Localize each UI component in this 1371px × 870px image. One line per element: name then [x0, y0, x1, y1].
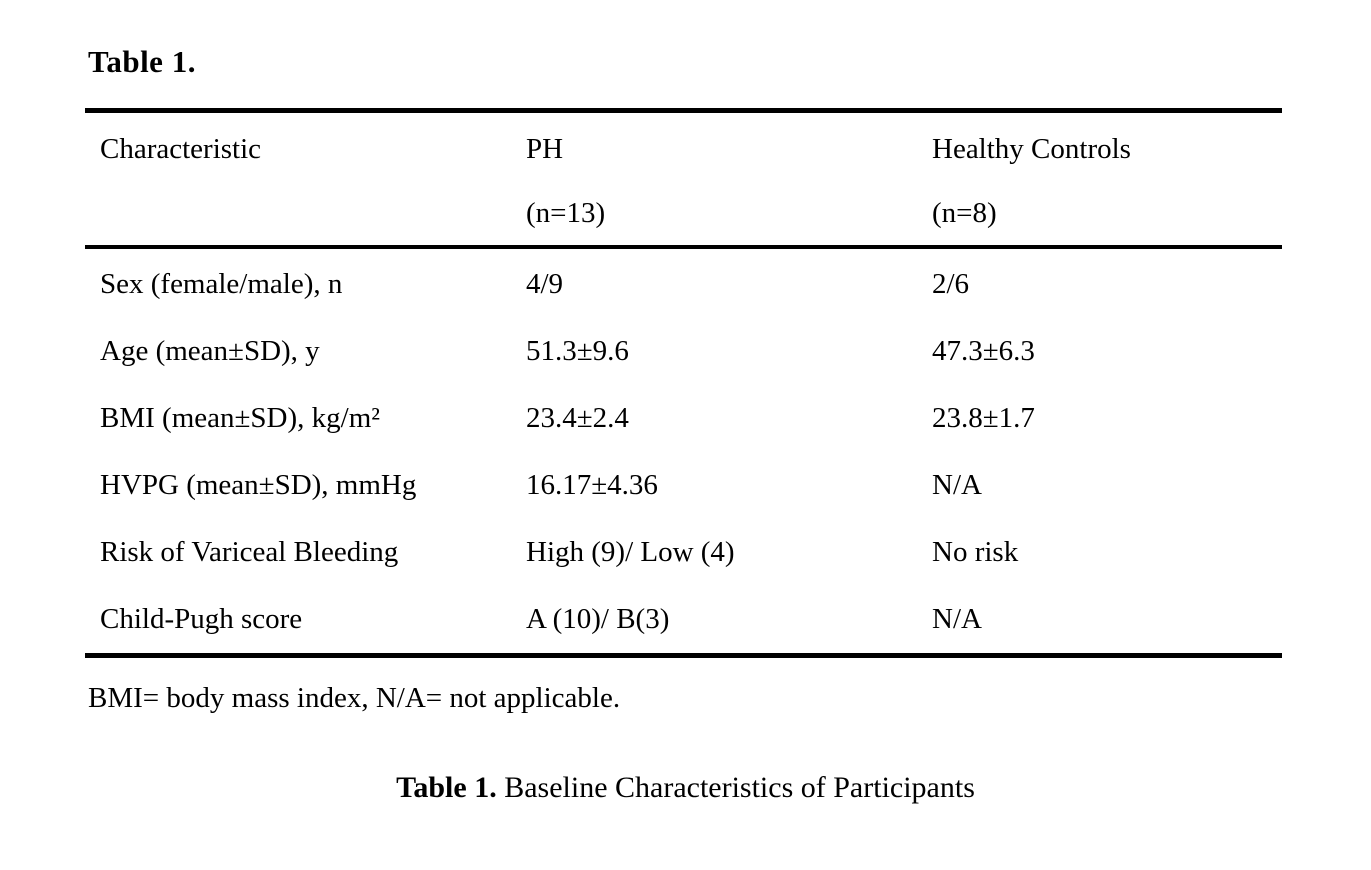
table-row-age: Age (mean±SD), y 51.3±9.6 47.3±6.3 — [85, 318, 1282, 385]
column-header-characteristic-subtitle — [100, 181, 526, 245]
column-header-healthy-controls-n: (n=8) — [932, 197, 997, 229]
column-header-characteristic: Characteristic — [100, 133, 262, 165]
row-label: Age (mean±SD), y — [100, 335, 320, 367]
header-col-ph: PH (n=13) — [526, 117, 932, 245]
row-label: Sex (female/male), n — [100, 268, 343, 300]
table-row-bmi: BMI (mean±SD), kg/m² 23.4±2.4 23.8±1.7 — [85, 385, 1282, 452]
table-footnote: BMI= body mass index, N/A= not applicabl… — [88, 682, 621, 714]
table-header-row: Characteristic PH (n=13) Healthy Control… — [85, 113, 1282, 249]
cell-control-value: 47.3±6.3 — [932, 335, 1035, 367]
cell-ph-value: A (10)/ B(3) — [526, 603, 670, 635]
row-label: Child-Pugh score — [100, 603, 303, 635]
column-header-ph: PH — [526, 133, 564, 165]
table-caption-number: Table 1. — [396, 771, 497, 804]
cell-control-value: No risk — [932, 536, 1019, 568]
column-header-ph-n: (n=13) — [526, 197, 606, 229]
row-label: Risk of Variceal Bleeding — [100, 536, 399, 568]
row-label: BMI (mean±SD), kg/m² — [100, 402, 380, 434]
table-row-sex: Sex (female/male), n 4/9 2/6 — [85, 251, 1282, 318]
row-label: HVPG (mean±SD), mmHg — [100, 469, 417, 501]
cell-control-value: 2/6 — [932, 268, 970, 300]
header-col-characteristic: Characteristic — [85, 117, 526, 245]
table-body: Sex (female/male), n 4/9 2/6 Age (mean±S… — [85, 249, 1282, 653]
cell-ph-value: 23.4±2.4 — [526, 402, 629, 434]
table-number-heading: Table 1. — [88, 44, 196, 79]
table-row-child-pugh: Child-Pugh score A (10)/ B(3) N/A — [85, 586, 1282, 653]
cell-control-value: N/A — [932, 469, 982, 501]
column-header-healthy-controls: Healthy Controls — [932, 133, 1131, 165]
cell-ph-value: 16.17±4.36 — [526, 469, 658, 501]
table-caption: Table 1. Baseline Characteristics of Par… — [0, 771, 1371, 805]
baseline-characteristics-table: Characteristic PH (n=13) Healthy Control… — [85, 108, 1282, 658]
table-caption-title: Baseline Characteristics of Participants — [496, 771, 975, 804]
header-col-healthy-controls: Healthy Controls (n=8) — [932, 117, 1282, 245]
table-row-variceal-bleeding-risk: Risk of Variceal Bleeding High (9)/ Low … — [85, 519, 1282, 586]
cell-ph-value: 51.3±9.6 — [526, 335, 629, 367]
cell-control-value: 23.8±1.7 — [932, 402, 1035, 434]
cell-ph-value: High (9)/ Low (4) — [526, 536, 735, 568]
table-row-hvpg: HVPG (mean±SD), mmHg 16.17±4.36 N/A — [85, 452, 1282, 519]
cell-control-value: N/A — [932, 603, 982, 635]
cell-ph-value: 4/9 — [526, 268, 564, 300]
